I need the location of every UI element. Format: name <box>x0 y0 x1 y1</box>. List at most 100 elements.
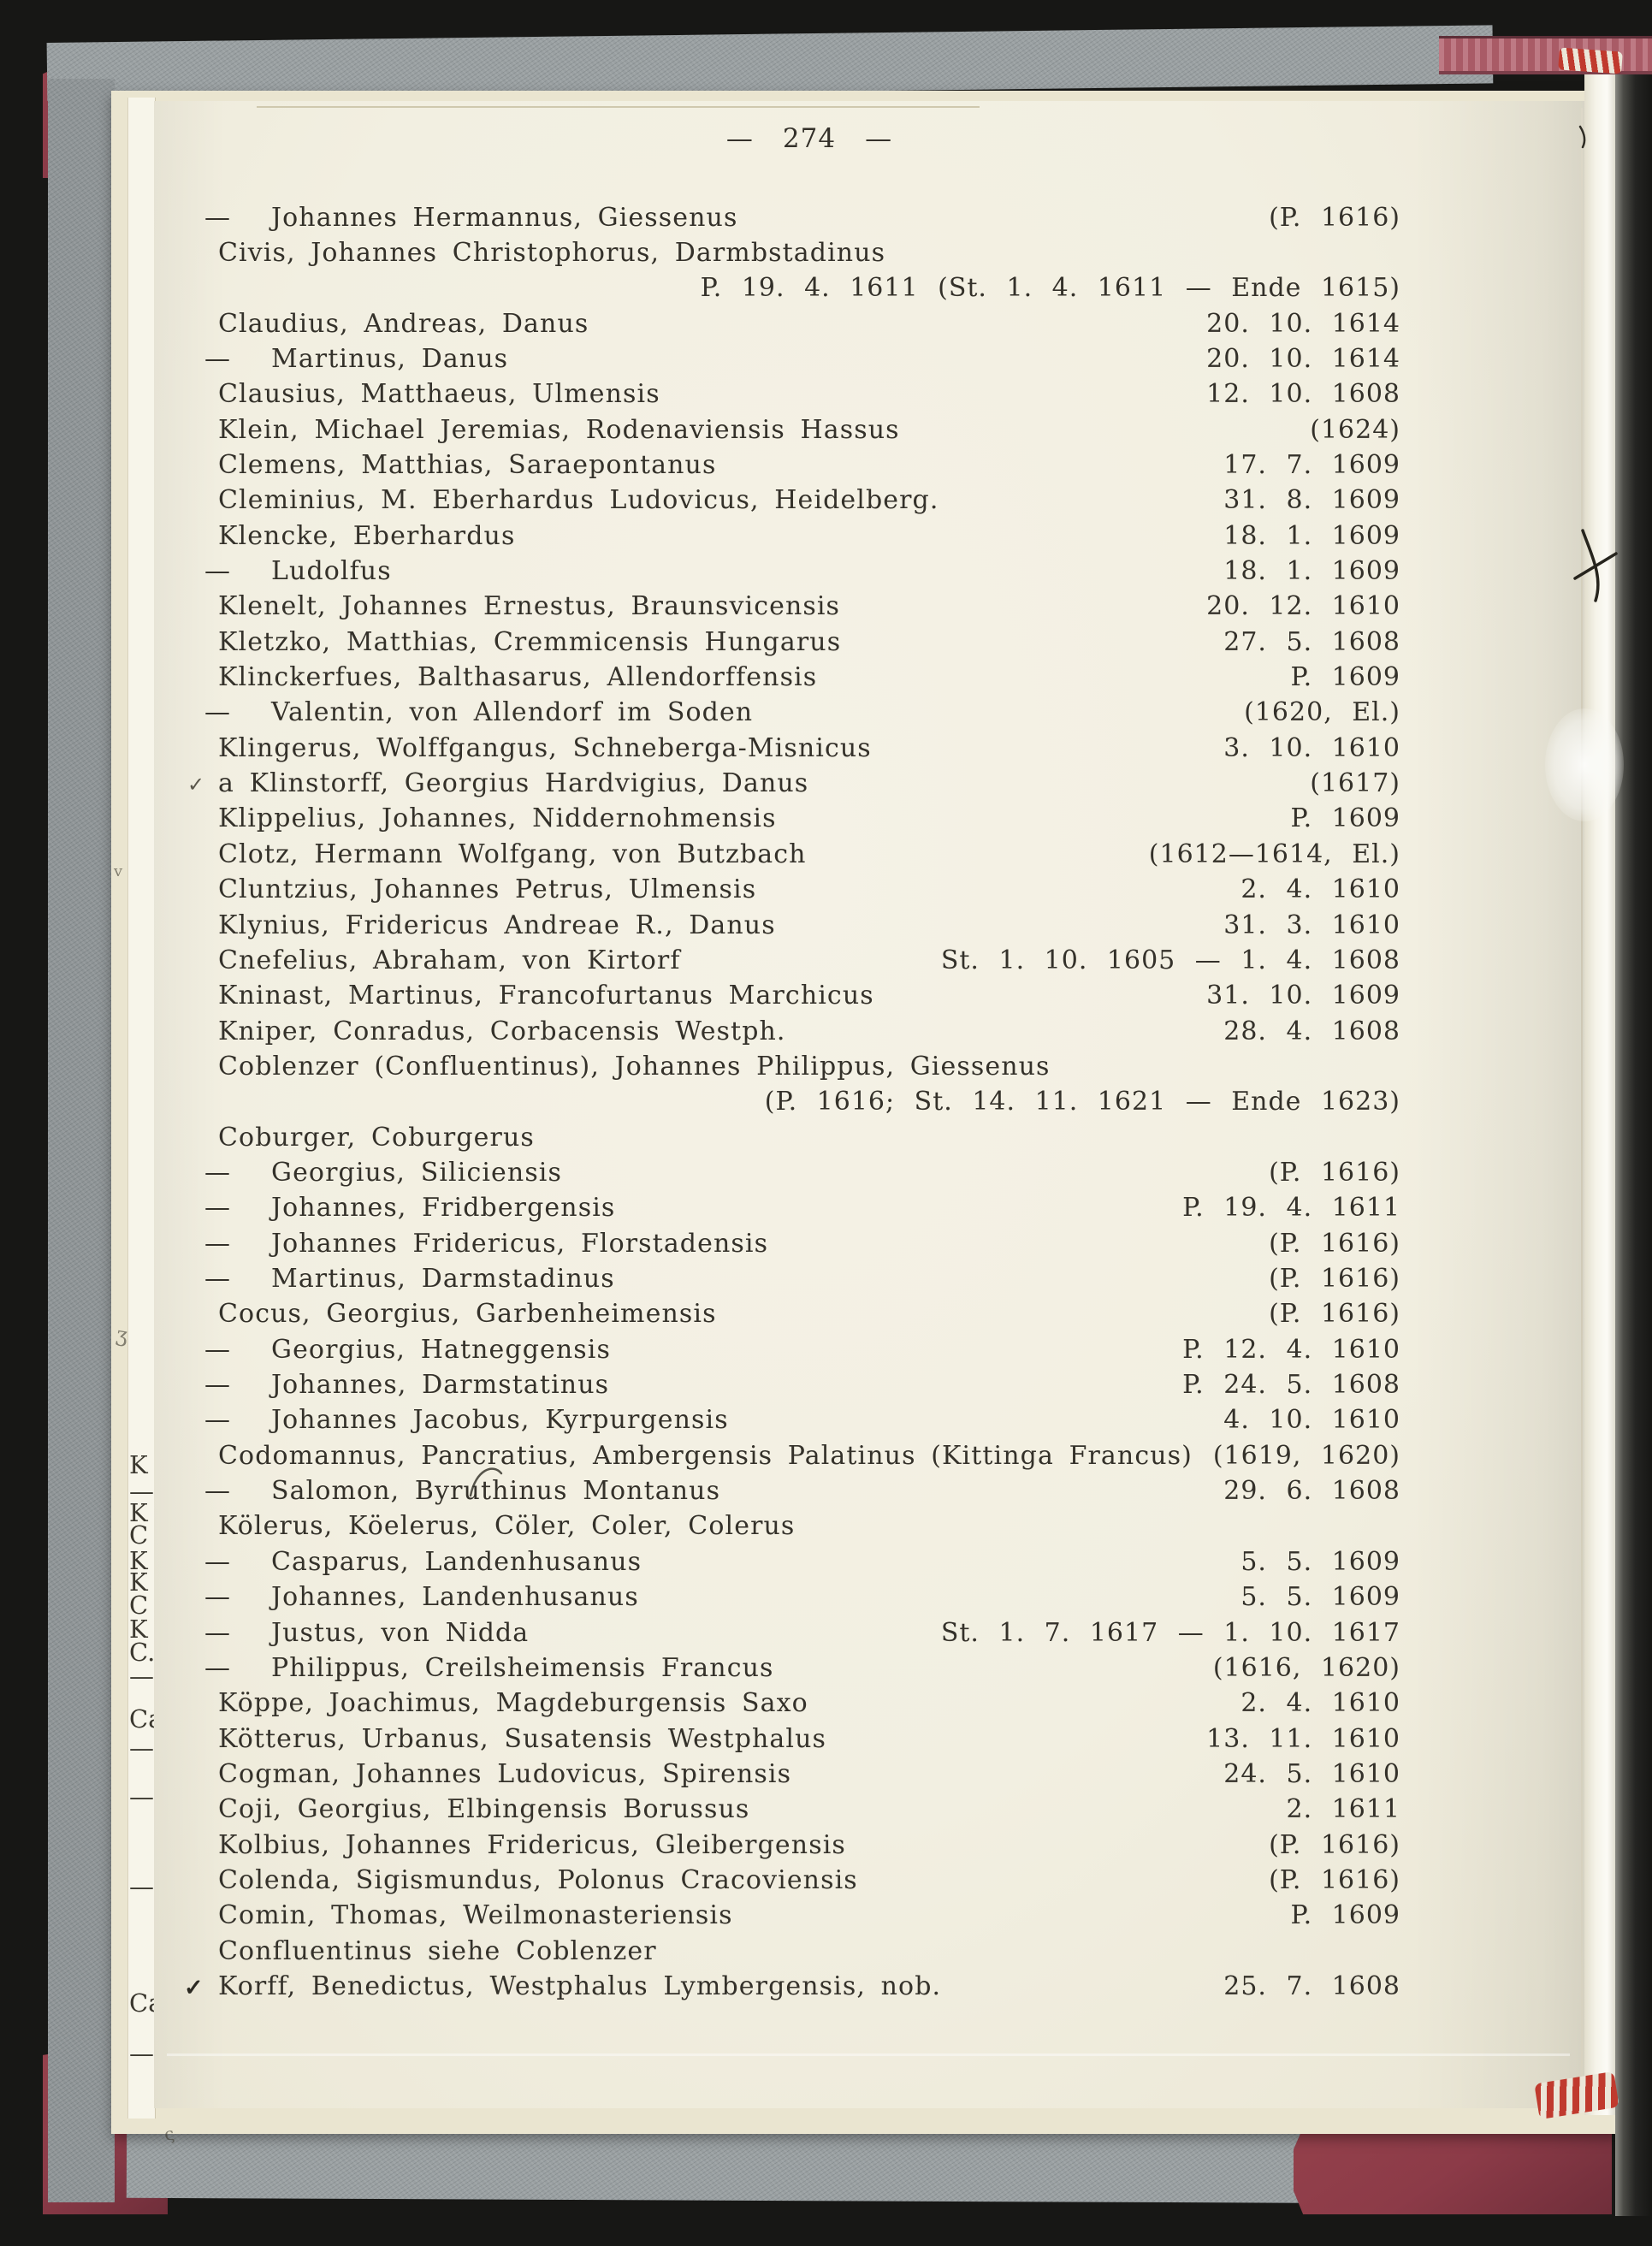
entry-date: St. 1. 10. 1605 — 1. 4. 1608 <box>940 945 1400 975</box>
ditto-dash: — <box>204 556 230 586</box>
pencil-v-mark-icon: v <box>114 862 123 880</box>
entry-date: 18. 1. 1609 <box>1223 556 1400 586</box>
entry-date: 31. 8. 1609 <box>1223 485 1400 515</box>
pen-flourish-icon <box>469 1467 503 1497</box>
register-row: Kninast, Martinus, Francofurtanus Marchi… <box>218 978 1400 1013</box>
page-number: 274 <box>782 123 837 154</box>
register-row: — Johannes, Fridbergensis P. 19. 4. 1611 <box>204 1190 1400 1225</box>
register-row: Claudius, Andreas, Danus 20. 10. 1614 <box>218 306 1400 341</box>
ditto-dash: — <box>204 1547 230 1577</box>
register-row: Klingerus, Wolffgangus, Schneberga-Misni… <box>218 731 1400 766</box>
register-row: Köppe, Joachimus, Magdeburgensis Saxo 2. … <box>218 1686 1400 1721</box>
entry-name: Köppe, Joachimus, Magdeburgensis Saxo <box>218 1688 808 1718</box>
register-row: — Valentin, von Allendorf im Soden (1620, … <box>204 695 1400 730</box>
underpage-margin-letter: C <box>129 1591 149 1620</box>
entry-name: Coburger, Coburgerus <box>218 1123 535 1153</box>
entry-name: Confluentinus siehe Coblenzer <box>218 1936 657 1966</box>
underpage-margin-letter: Ca <box>129 1988 155 2018</box>
underpage-margin-letter: K <box>129 1450 148 1479</box>
register-row: Cnefelius, Abraham, von Kirtorf St. 1. 10… <box>218 943 1400 978</box>
entry-date: 31. 3. 1610 <box>1223 910 1400 940</box>
entry-date: P. 24. 5. 1608 <box>1182 1370 1400 1400</box>
entry-name: Johannes Jacobus, Kyrpurgensis <box>271 1405 729 1435</box>
entry-name: Civis, Johannes Christophorus, Darmbstad… <box>218 238 886 268</box>
ditto-dash: — <box>204 1582 230 1612</box>
entry-date: (1619, 1620) <box>1212 1441 1400 1471</box>
register-row: — Johannes, Landenhusanus 5. 5. 1609 <box>204 1579 1400 1615</box>
ditto-dash: — <box>204 697 230 727</box>
entry-name: Comin, Thomas, Weilmonasteriensis <box>218 1900 733 1930</box>
pen-tick-mark-icon <box>1578 125 1586 149</box>
entry-date: (P. 1616) <box>1269 1229 1400 1259</box>
register-row: Coblenzer (Confluentinus), Johannes Phil… <box>218 1049 1400 1084</box>
register-row: Kötterus, Urbanus, Susatensis Westphalus… <box>218 1722 1400 1757</box>
entry-name: Klippelius, Johannes, Niddernohmensis <box>218 803 777 833</box>
entry-date: P. 19. 4. 1611 (St. 1. 4. 1611 — Ende 16… <box>700 273 1400 303</box>
entry-date: 20. 10. 1614 <box>1206 344 1400 374</box>
register-row: Klinckerfues, Balthasarus, Allendorffens… <box>218 660 1400 695</box>
ditto-dash: — <box>204 1476 230 1506</box>
underpage-margin-letter: Ca <box>129 1704 155 1733</box>
entry-date: 2. 4. 1610 <box>1240 1688 1400 1718</box>
register-row: Cluntzius, Johannes Petrus, Ulmensis 2. 4… <box>218 872 1400 907</box>
register-list: — Johannes Hermannus, Giessenus (P. 1616) C… <box>184 0 1400 2246</box>
register-row: Klein, Michael Jeremias, Rodenaviensis H… <box>218 412 1400 447</box>
entry-name: Valentin, von Allendorf im Soden <box>271 697 754 727</box>
entry-name: Korff, Benedictus, Westphalus Lymbergens… <box>218 1971 942 2001</box>
entry-name: Cluntzius, Johannes Petrus, Ulmensis <box>218 874 757 904</box>
gutter-page-sliver <box>1584 68 1617 2115</box>
page-header: — 274 — <box>218 123 1400 154</box>
register-row: Codomannus, Pancratius, Ambergensis Pala… <box>218 1438 1400 1473</box>
pen-x-mark-icon <box>1573 529 1618 602</box>
entry-name: Klingerus, Wolffgangus, Schneberga-Misni… <box>218 733 872 763</box>
ditto-dash: — <box>204 1229 230 1259</box>
ditto-dash: — <box>204 1193 230 1223</box>
register-row: Cocus, Georgius, Garbenheimensis (P. 1616… <box>218 1296 1400 1331</box>
entry-name: Clausius, Matthaeus, Ulmensis <box>218 379 660 409</box>
entry-date: (1624) <box>1310 415 1400 445</box>
binding-cloth-left <box>48 79 115 2202</box>
underpage-margin-letter: K <box>129 1498 148 1527</box>
entry-date: 2. 1611 <box>1286 1794 1400 1824</box>
entry-name: Coblenzer (Confluentinus), Johannes Phil… <box>218 1052 1051 1082</box>
register-row: Klippelius, Johannes, Niddernohmensis P. … <box>218 801 1400 836</box>
book-page <box>154 101 1584 2108</box>
entry-name: Klein, Michael Jeremias, Rodenaviensis H… <box>218 415 900 445</box>
ditto-dash: — <box>204 1370 230 1400</box>
entry-date: 25. 7. 1608 <box>1223 1971 1400 2001</box>
entry-name: Georgius, Hatneggensis <box>271 1335 611 1365</box>
header-dash-right: — <box>865 123 893 154</box>
entry-date: 4. 10. 1610 <box>1223 1405 1400 1435</box>
entry-name: Cleminius, M. Eberhardus Ludovicus, Heid… <box>218 485 939 515</box>
underpage-margin-letter: C. <box>129 1638 156 1667</box>
register-row: Colenda, Sigismundus, Polonus Cracoviens… <box>218 1863 1400 1898</box>
register-row: — Johannes Fridericus, Florstadensis (P. 1… <box>204 1226 1400 1261</box>
entry-date: (P. 1616) <box>1269 1865 1400 1895</box>
repair-tape-patch <box>1545 708 1624 821</box>
ditto-dash: — <box>204 1653 230 1683</box>
entry-name: Kolbius, Johannes Fridericus, Gleibergen… <box>218 1830 846 1860</box>
register-row: — Martinus, Darmstadinus (P. 1616) <box>204 1261 1400 1296</box>
entry-date: P. 19. 4. 1611 <box>1182 1193 1400 1223</box>
gutter-crease-line <box>1581 108 1583 2108</box>
register-row: — Georgius, Siliciensis (P. 1616) <box>204 1155 1400 1190</box>
register-row: Coburger, Coburgerus <box>218 1120 1400 1155</box>
entry-name: Colenda, Sigismundus, Polonus Cracoviens… <box>218 1865 858 1895</box>
register-row: — Justus, von Nidda St. 1. 7. 1617 — 1. 10… <box>204 1615 1400 1650</box>
entry-date: 5. 5. 1609 <box>1240 1582 1400 1612</box>
ditto-dash: — <box>204 1618 230 1648</box>
underpage-margin-letter: — <box>129 2039 154 2068</box>
entry-name: Cocus, Georgius, Garbenheimensis <box>218 1299 717 1329</box>
underpage-margin-letter: — <box>129 1733 154 1763</box>
entry-name: Ludolfus <box>271 556 392 586</box>
entry-date: 29. 6. 1608 <box>1223 1476 1400 1506</box>
entry-date: (P. 1616) <box>1269 1299 1400 1329</box>
entry-date: (P. 1616) <box>1269 1158 1400 1188</box>
register-row: Clotz, Hermann Wolfgang, von Butzbach (16… <box>218 837 1400 872</box>
register-row: — Georgius, Hatneggensis P. 12. 4. 1610 <box>204 1332 1400 1367</box>
register-row: Kletzko, Matthias, Cremmicensis Hungarus… <box>218 625 1400 660</box>
entry-date: (1620, El.) <box>1244 697 1400 727</box>
register-row: — Johannes Jacobus, Kyrpurgensis 4. 10. 16… <box>204 1402 1400 1437</box>
